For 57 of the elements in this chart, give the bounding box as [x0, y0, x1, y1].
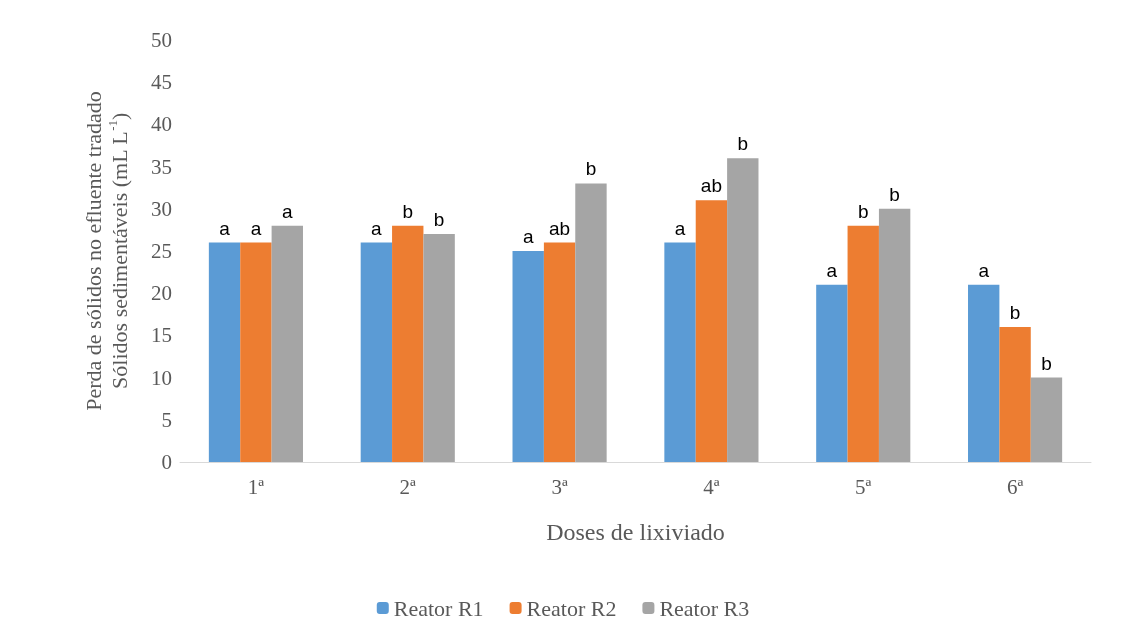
bar — [968, 284, 1000, 462]
x-tick-label: 4ª — [703, 474, 720, 499]
bar — [1030, 377, 1063, 462]
y-tick-label: 10 — [151, 365, 172, 390]
bar — [664, 242, 696, 462]
data-label: a — [371, 217, 383, 239]
bar — [423, 234, 455, 462]
y-tick-label: 25 — [151, 239, 172, 263]
y-tick-label: 0 — [161, 450, 172, 474]
data-label: a — [250, 217, 262, 239]
data-label: a — [282, 200, 294, 222]
data-label: a — [826, 259, 838, 281]
x-axis-title: Doses de lixiviado — [546, 519, 725, 545]
data-label: b — [433, 209, 445, 231]
data-label: ab — [700, 175, 722, 197]
y-tick-label: 5 — [161, 407, 172, 432]
bar — [575, 183, 607, 462]
data-label: b — [857, 200, 869, 222]
bar — [208, 242, 241, 462]
x-tick-label: 3ª — [551, 474, 568, 499]
y-tick-label: 45 — [151, 70, 172, 95]
data-label: b — [585, 158, 597, 180]
data-label: a — [674, 217, 686, 239]
x-tick-label: 1ª — [247, 474, 265, 499]
data-label: a — [522, 226, 534, 247]
y-tick-label: 30 — [151, 196, 172, 221]
legend-label: Reator R3 — [659, 595, 750, 621]
data-label: b — [402, 200, 414, 222]
legend-label: Reator R2 — [526, 595, 617, 621]
bar — [543, 242, 576, 462]
data-label: a — [219, 217, 231, 239]
data-label: a — [978, 259, 990, 281]
y-tick-label: 40 — [151, 112, 172, 137]
bar — [360, 242, 393, 462]
x-tick-label: 6ª — [1006, 474, 1024, 499]
data-label: b — [889, 183, 900, 205]
bar — [816, 284, 848, 462]
bar — [240, 242, 272, 462]
bar — [999, 326, 1031, 462]
y-tick-label: 50 — [151, 28, 172, 52]
data-label: b — [737, 133, 749, 155]
data-label: ab — [549, 217, 571, 239]
data-label: b — [1041, 352, 1052, 374]
bar — [727, 158, 759, 462]
bar — [878, 208, 911, 462]
bar — [847, 225, 879, 462]
x-tick-label: 5ª — [855, 474, 872, 499]
data-label: b — [1009, 301, 1021, 323]
bar — [392, 225, 424, 462]
bar — [512, 251, 544, 462]
bar — [271, 225, 303, 462]
bar — [695, 200, 728, 462]
y-tick-label: 20 — [151, 281, 172, 306]
y-tick-label: 15 — [151, 323, 172, 348]
y-tick-label: 35 — [151, 154, 172, 179]
x-tick-label: 2ª — [399, 474, 417, 499]
legend-label: Reator R1 — [393, 595, 484, 621]
